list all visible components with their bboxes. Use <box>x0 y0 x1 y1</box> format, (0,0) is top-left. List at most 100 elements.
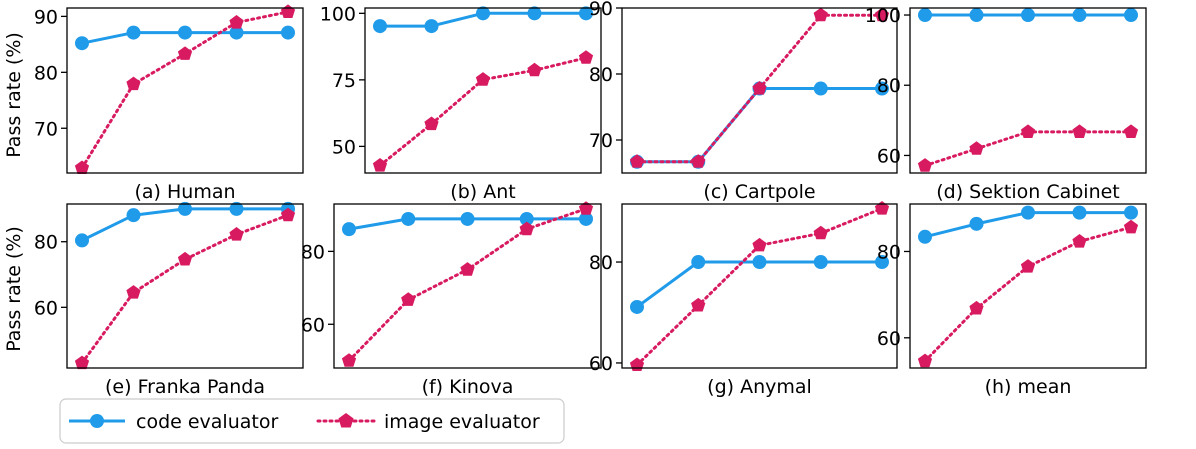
image-evaluator-point <box>177 251 193 266</box>
image-evaluator-line <box>347 207 588 363</box>
image-evaluator-point <box>280 4 296 19</box>
image-evaluator-point <box>813 7 828 22</box>
image-evaluator-point <box>578 50 594 64</box>
code-evaluator-point <box>527 6 542 21</box>
code-evaluator-point <box>75 36 89 51</box>
image-evaluator-point <box>74 160 90 174</box>
plot-frame <box>66 7 304 174</box>
image-evaluator-point <box>126 76 141 91</box>
y-tick-label: 90 <box>34 6 58 28</box>
image-evaluator-line <box>923 225 1133 363</box>
image-evaluator-point <box>475 72 491 86</box>
panel-3: 70 80 90 (c) Cartpole <box>589 0 898 203</box>
code-evaluator-point <box>1021 205 1035 220</box>
image-evaluator-point <box>1020 124 1036 138</box>
image-evaluator-point <box>519 221 534 236</box>
legend: code evaluator image evaluator <box>59 398 565 444</box>
plot-frame <box>909 203 1147 369</box>
image-evaluator-point <box>874 7 890 22</box>
plot-frame <box>621 203 898 369</box>
y-tick-label: 80 <box>589 252 613 274</box>
image-evaluator-point <box>126 285 141 299</box>
y-tick-label: 70 <box>589 130 613 152</box>
y-tick-label: 60 <box>34 297 58 319</box>
code-evaluator-point <box>630 299 644 314</box>
code-evaluator-point <box>579 211 593 226</box>
image-evaluator-point <box>752 237 767 252</box>
y-tick-label: 80 <box>34 62 58 84</box>
y-tick-label: 90 <box>589 0 613 20</box>
image-evaluator-point <box>917 353 933 368</box>
panel-1: 70 80 90 (a) Human <box>34 4 304 203</box>
y-tick-label: 50 <box>332 136 356 158</box>
y-tick-label: 80 <box>301 241 325 263</box>
legend-image-evaluator-label: image evaluator <box>384 411 540 433</box>
y-tick-label: 70 <box>34 118 58 140</box>
image-evaluator-point <box>424 116 439 131</box>
plot-frame <box>621 7 898 174</box>
code-evaluator-point <box>691 255 706 270</box>
image-evaluator-point <box>1072 234 1087 248</box>
code-evaluator-point <box>918 8 932 23</box>
code-evaluator-point <box>1124 205 1138 220</box>
image-evaluator-point <box>527 62 542 77</box>
y-tick-label: 100 <box>865 5 901 27</box>
code-evaluator-point <box>281 25 295 40</box>
code-evaluator-point <box>1124 8 1138 23</box>
code-evaluator-point <box>229 25 244 40</box>
code-evaluator-point <box>401 211 416 226</box>
image-evaluator-point <box>917 158 933 172</box>
y-axis-label-top-row: Pass rate (%) <box>3 32 25 158</box>
code-evaluator-line <box>637 87 882 164</box>
image-evaluator-point <box>813 225 828 240</box>
code-evaluator-point <box>460 211 475 226</box>
code-evaluator-point <box>1072 205 1087 220</box>
image-evaluator-line <box>80 213 290 365</box>
y-tick-label: 80 <box>589 64 613 86</box>
code-evaluator-point <box>476 6 490 21</box>
panel-subtitle: (g) Anymal <box>707 376 812 398</box>
panel-7: 60 80 (g) Anymal <box>589 201 898 398</box>
y-tick-label: 80 <box>34 232 58 254</box>
image-evaluator-point <box>341 353 357 367</box>
image-evaluator-point <box>372 158 388 172</box>
code-evaluator-point <box>229 201 244 216</box>
panel-2: 50 75 100 (b) Ant <box>320 3 602 203</box>
code-evaluator-point <box>969 8 984 23</box>
y-tick-label: 60 <box>877 328 901 350</box>
image-evaluator-point <box>460 262 475 276</box>
panel-6: 60 80 (f) Kinova <box>301 201 602 398</box>
code-evaluator-point <box>1021 8 1035 23</box>
code-evaluator-point <box>813 81 828 96</box>
code-evaluator-point <box>424 19 439 34</box>
panel-subtitle: (e) Franka Panda <box>105 376 265 398</box>
image-evaluator-point <box>1123 124 1139 138</box>
y-tick-label: 80 <box>877 75 901 97</box>
image-evaluator-point <box>874 201 890 215</box>
y-tick-label: 80 <box>877 241 901 263</box>
image-evaluator-point <box>629 154 645 168</box>
panel-4: 60 80 100 (d) Sektion Cabinet <box>865 5 1147 203</box>
image-evaluator-point <box>691 297 706 312</box>
code-evaluator-point <box>579 6 593 21</box>
y-tick-label: 60 <box>589 353 613 375</box>
code-evaluator-point <box>1072 8 1087 23</box>
image-evaluator-point <box>691 154 706 168</box>
y-tick-label: 60 <box>301 314 325 336</box>
panel-subtitle: (f) Kinova <box>422 376 514 398</box>
y-axis-label-bottom-row: Pass rate (%) <box>3 226 25 352</box>
image-evaluator-point <box>969 300 984 315</box>
y-tick-label: 100 <box>320 3 356 25</box>
image-evaluator-point <box>1020 259 1036 273</box>
image-evaluator-point <box>752 81 767 95</box>
code-evaluator-point <box>969 216 984 231</box>
code-evaluator-point <box>918 229 932 244</box>
plot-frame <box>333 203 602 369</box>
image-evaluator-point <box>578 201 594 215</box>
panel-subtitle: (a) Human <box>134 181 235 203</box>
code-evaluator-point <box>178 25 192 40</box>
y-tick-label: 60 <box>877 145 901 167</box>
panels: 70 80 90 (a) Human 50 75 100 (b) Ant 70 80 90 (c) C… <box>34 0 1147 398</box>
code-evaluator-point <box>342 222 356 237</box>
